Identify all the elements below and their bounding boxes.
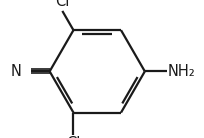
Text: Cl: Cl bbox=[55, 0, 70, 9]
Text: Cl: Cl bbox=[66, 136, 81, 138]
Text: NH₂: NH₂ bbox=[168, 64, 196, 79]
Text: N: N bbox=[11, 64, 22, 79]
